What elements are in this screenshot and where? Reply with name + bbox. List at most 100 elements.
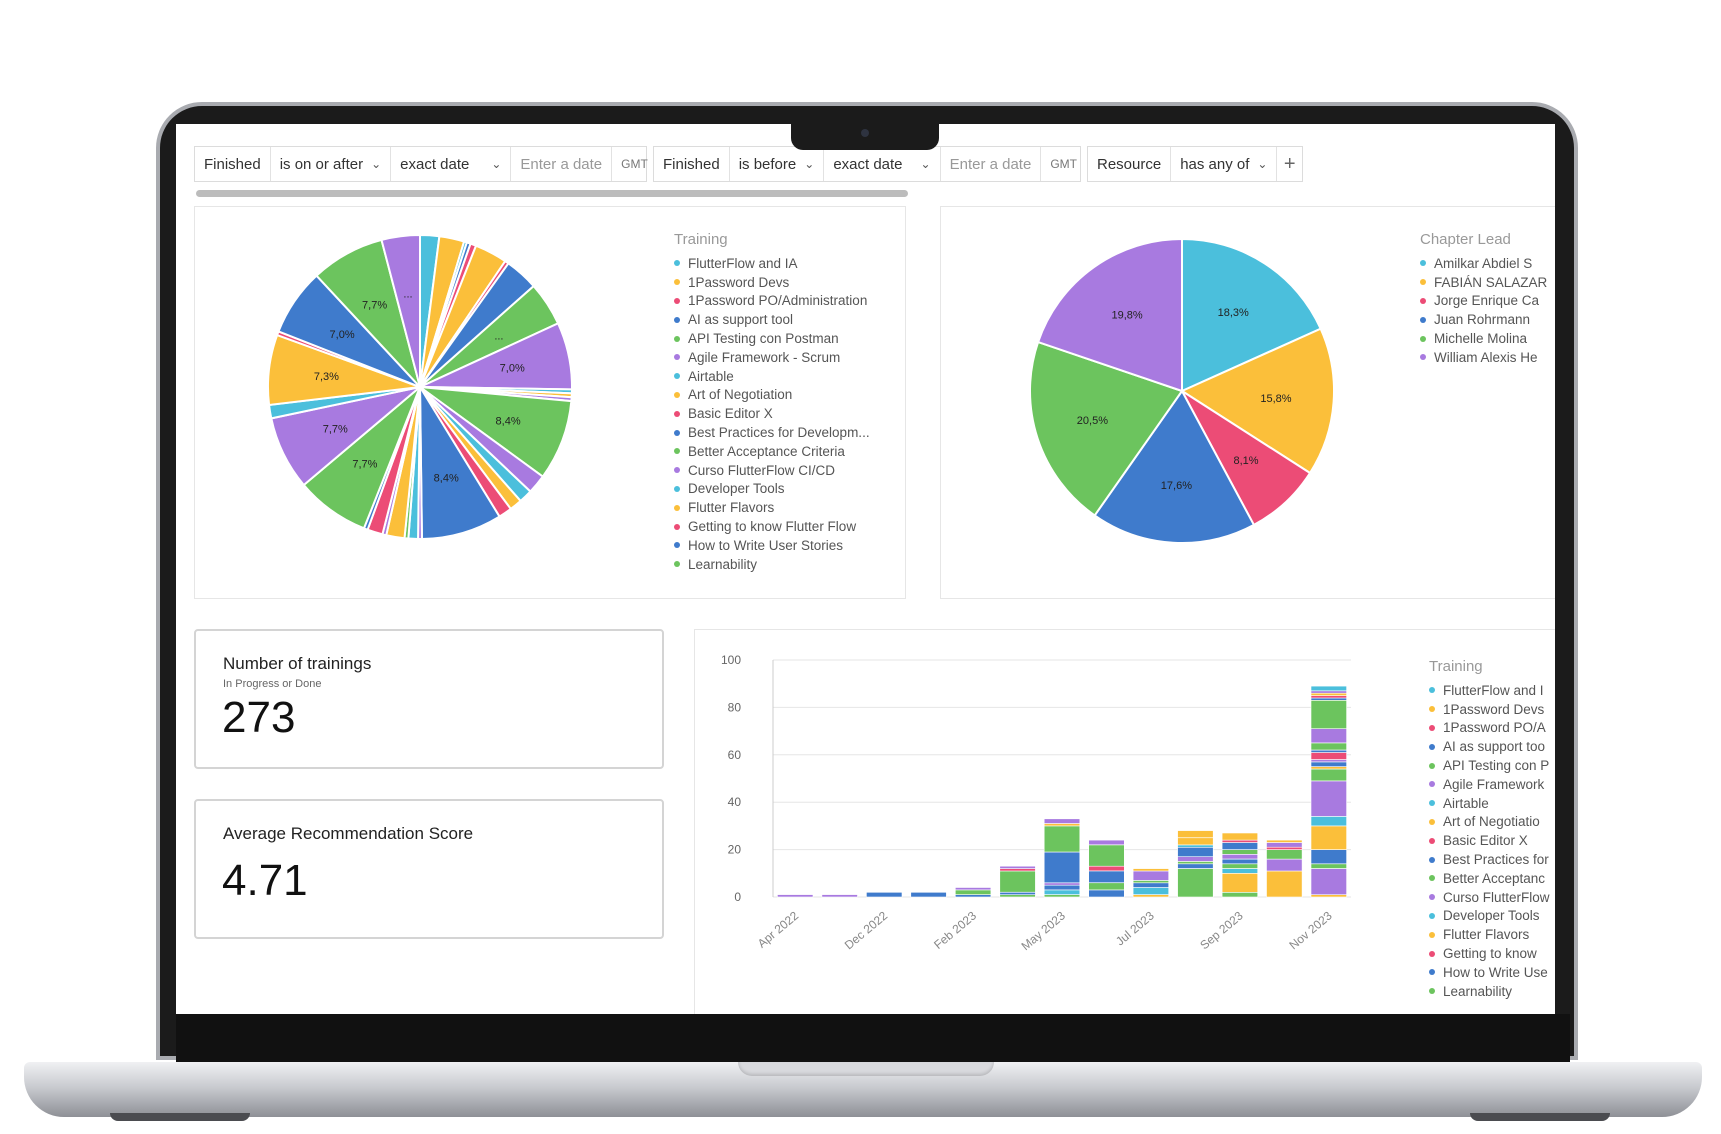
legend-item[interactable]: Agile Framework - Scrum bbox=[674, 348, 870, 367]
legend-item[interactable]: Jorge Enrique Ca bbox=[1420, 292, 1547, 311]
bar-segment[interactable] bbox=[1266, 849, 1303, 860]
bar-segment[interactable] bbox=[1043, 825, 1081, 853]
legend-item[interactable]: 1Password PO/A bbox=[1429, 719, 1550, 738]
bar-segment[interactable] bbox=[1132, 868, 1170, 872]
bar-segment[interactable] bbox=[1266, 858, 1303, 872]
legend-item[interactable]: Basic Editor X bbox=[1429, 831, 1550, 850]
bar-segment[interactable] bbox=[1177, 863, 1214, 869]
bar-segment[interactable] bbox=[1310, 816, 1347, 827]
legend-item[interactable]: Developer Tools bbox=[1429, 907, 1550, 926]
bar-segment[interactable] bbox=[954, 889, 992, 895]
bar-segment[interactable] bbox=[954, 887, 992, 891]
bar-segment[interactable] bbox=[1221, 842, 1258, 850]
bar-segment[interactable] bbox=[1043, 889, 1081, 895]
bar-segment[interactable] bbox=[1043, 818, 1081, 824]
legend-item[interactable]: Getting to know bbox=[1429, 944, 1550, 963]
legend-item[interactable]: Developer Tools bbox=[674, 480, 870, 499]
filter-operator-select[interactable]: has any of ⌄ bbox=[1171, 147, 1278, 181]
bar-segment[interactable] bbox=[1310, 728, 1347, 744]
pie-slice[interactable] bbox=[1029, 340, 1184, 517]
legend-item[interactable]: Curso FlutterFlow bbox=[1429, 888, 1550, 907]
legend-item[interactable]: Agile Framework bbox=[1429, 775, 1550, 794]
horizontal-scrollbar[interactable] bbox=[196, 190, 908, 197]
filter-mode-select[interactable]: exact date ⌄ bbox=[824, 147, 941, 181]
bar-segment[interactable] bbox=[1310, 868, 1347, 896]
filter-operator-select[interactable]: is on or after ⌄ bbox=[271, 147, 392, 181]
legend-item[interactable]: William Alexis He bbox=[1420, 348, 1547, 367]
bar-segment[interactable] bbox=[1310, 752, 1347, 760]
legend-item[interactable]: API Testing con P bbox=[1429, 756, 1550, 775]
bar-segment[interactable] bbox=[1266, 870, 1303, 898]
bar-segment[interactable] bbox=[999, 868, 1036, 872]
bar-segment[interactable] bbox=[1310, 749, 1347, 753]
bar-segment[interactable] bbox=[999, 865, 1036, 869]
legend-item[interactable]: AI as support tool bbox=[674, 310, 870, 329]
bar-segment[interactable] bbox=[1043, 884, 1081, 891]
legend-item[interactable]: 1Password Devs bbox=[1429, 700, 1550, 719]
bar-segment[interactable] bbox=[1132, 880, 1170, 884]
bar-segment[interactable] bbox=[954, 894, 992, 898]
bar-segment[interactable] bbox=[1310, 685, 1347, 692]
bar-segment[interactable] bbox=[1310, 863, 1347, 869]
legend-item[interactable]: API Testing con Postman bbox=[674, 329, 870, 348]
legend-item[interactable]: Airtable bbox=[674, 367, 870, 386]
filter-field[interactable]: Resource bbox=[1088, 147, 1172, 181]
bar-segment[interactable] bbox=[1177, 861, 1214, 865]
pie-slice[interactable] bbox=[1179, 327, 1335, 475]
bar-segment[interactable] bbox=[1310, 849, 1347, 865]
bar-segment[interactable] bbox=[1088, 870, 1125, 883]
date-input[interactable]: Enter a date bbox=[941, 147, 1042, 181]
bar-segment[interactable] bbox=[1221, 832, 1258, 841]
bar-segment[interactable] bbox=[1177, 856, 1214, 862]
legend-item[interactable]: Learnability bbox=[1429, 982, 1550, 1001]
bar-segment[interactable] bbox=[1221, 863, 1258, 869]
filter-field[interactable]: Finished bbox=[195, 147, 271, 181]
bar-segment[interactable] bbox=[1177, 844, 1214, 848]
bar-segment[interactable] bbox=[1221, 839, 1258, 843]
bar-segment[interactable] bbox=[1221, 858, 1258, 865]
bar-segment[interactable] bbox=[1088, 889, 1125, 898]
bar-segment[interactable] bbox=[1310, 700, 1347, 730]
bar-segment[interactable] bbox=[777, 894, 814, 898]
pie-slice[interactable] bbox=[380, 233, 421, 388]
legend-item[interactable]: How to Write User Stories bbox=[674, 536, 870, 555]
legend-item[interactable]: Best Practices for bbox=[1429, 850, 1550, 869]
legend-item[interactable]: FlutterFlow and I bbox=[1429, 681, 1550, 700]
bar-segment[interactable] bbox=[1310, 692, 1347, 696]
bar-segment[interactable] bbox=[910, 891, 947, 898]
bar-segment[interactable] bbox=[1221, 854, 1258, 860]
bar-segment[interactable] bbox=[1132, 870, 1170, 881]
legend-item[interactable]: Best Practices for Developm... bbox=[674, 423, 870, 442]
bar-segment[interactable] bbox=[1088, 882, 1125, 891]
filter-field[interactable]: Finished bbox=[654, 147, 730, 181]
legend-item[interactable]: Learnability bbox=[674, 555, 870, 574]
legend-item[interactable]: Better Acceptanc bbox=[1429, 869, 1550, 888]
legend-item[interactable]: Getting to know Flutter Flow bbox=[674, 517, 870, 536]
legend-item[interactable]: Juan Rohrmann bbox=[1420, 310, 1547, 329]
bar-segment[interactable] bbox=[1177, 830, 1214, 839]
legend-item[interactable]: Basic Editor X bbox=[674, 404, 870, 423]
pie-slice[interactable] bbox=[1181, 237, 1322, 393]
legend-item[interactable]: AI as support too bbox=[1429, 737, 1550, 756]
bar-segment[interactable] bbox=[999, 870, 1036, 893]
bar-segment[interactable] bbox=[1088, 839, 1125, 846]
bar-segment[interactable] bbox=[1221, 891, 1258, 898]
legend-item[interactable]: 1Password Devs bbox=[674, 273, 870, 292]
legend-item[interactable]: FABIÁN SALAZAR bbox=[1420, 273, 1547, 292]
pie-slice[interactable] bbox=[1036, 237, 1183, 393]
bar-segment[interactable] bbox=[1310, 759, 1347, 763]
legend-item[interactable]: FlutterFlow and IA bbox=[674, 254, 870, 273]
bar-segment[interactable] bbox=[1043, 882, 1081, 886]
bar-segment[interactable] bbox=[1310, 766, 1347, 770]
bar-segment[interactable] bbox=[1043, 894, 1081, 898]
bar-segment[interactable] bbox=[1310, 742, 1347, 751]
bar-segment[interactable] bbox=[1043, 823, 1081, 827]
legend-item[interactable]: Better Acceptance Criteria bbox=[674, 442, 870, 461]
legend-item[interactable]: Flutter Flavors bbox=[1429, 925, 1550, 944]
date-input[interactable]: Enter a date bbox=[511, 147, 613, 181]
bar-segment[interactable] bbox=[1132, 894, 1170, 898]
bar-segment[interactable] bbox=[1310, 825, 1347, 850]
bar-segment[interactable] bbox=[1266, 839, 1303, 843]
legend-item[interactable]: 1Password PO/Administration bbox=[674, 292, 870, 311]
bar-segment[interactable] bbox=[1043, 851, 1081, 884]
